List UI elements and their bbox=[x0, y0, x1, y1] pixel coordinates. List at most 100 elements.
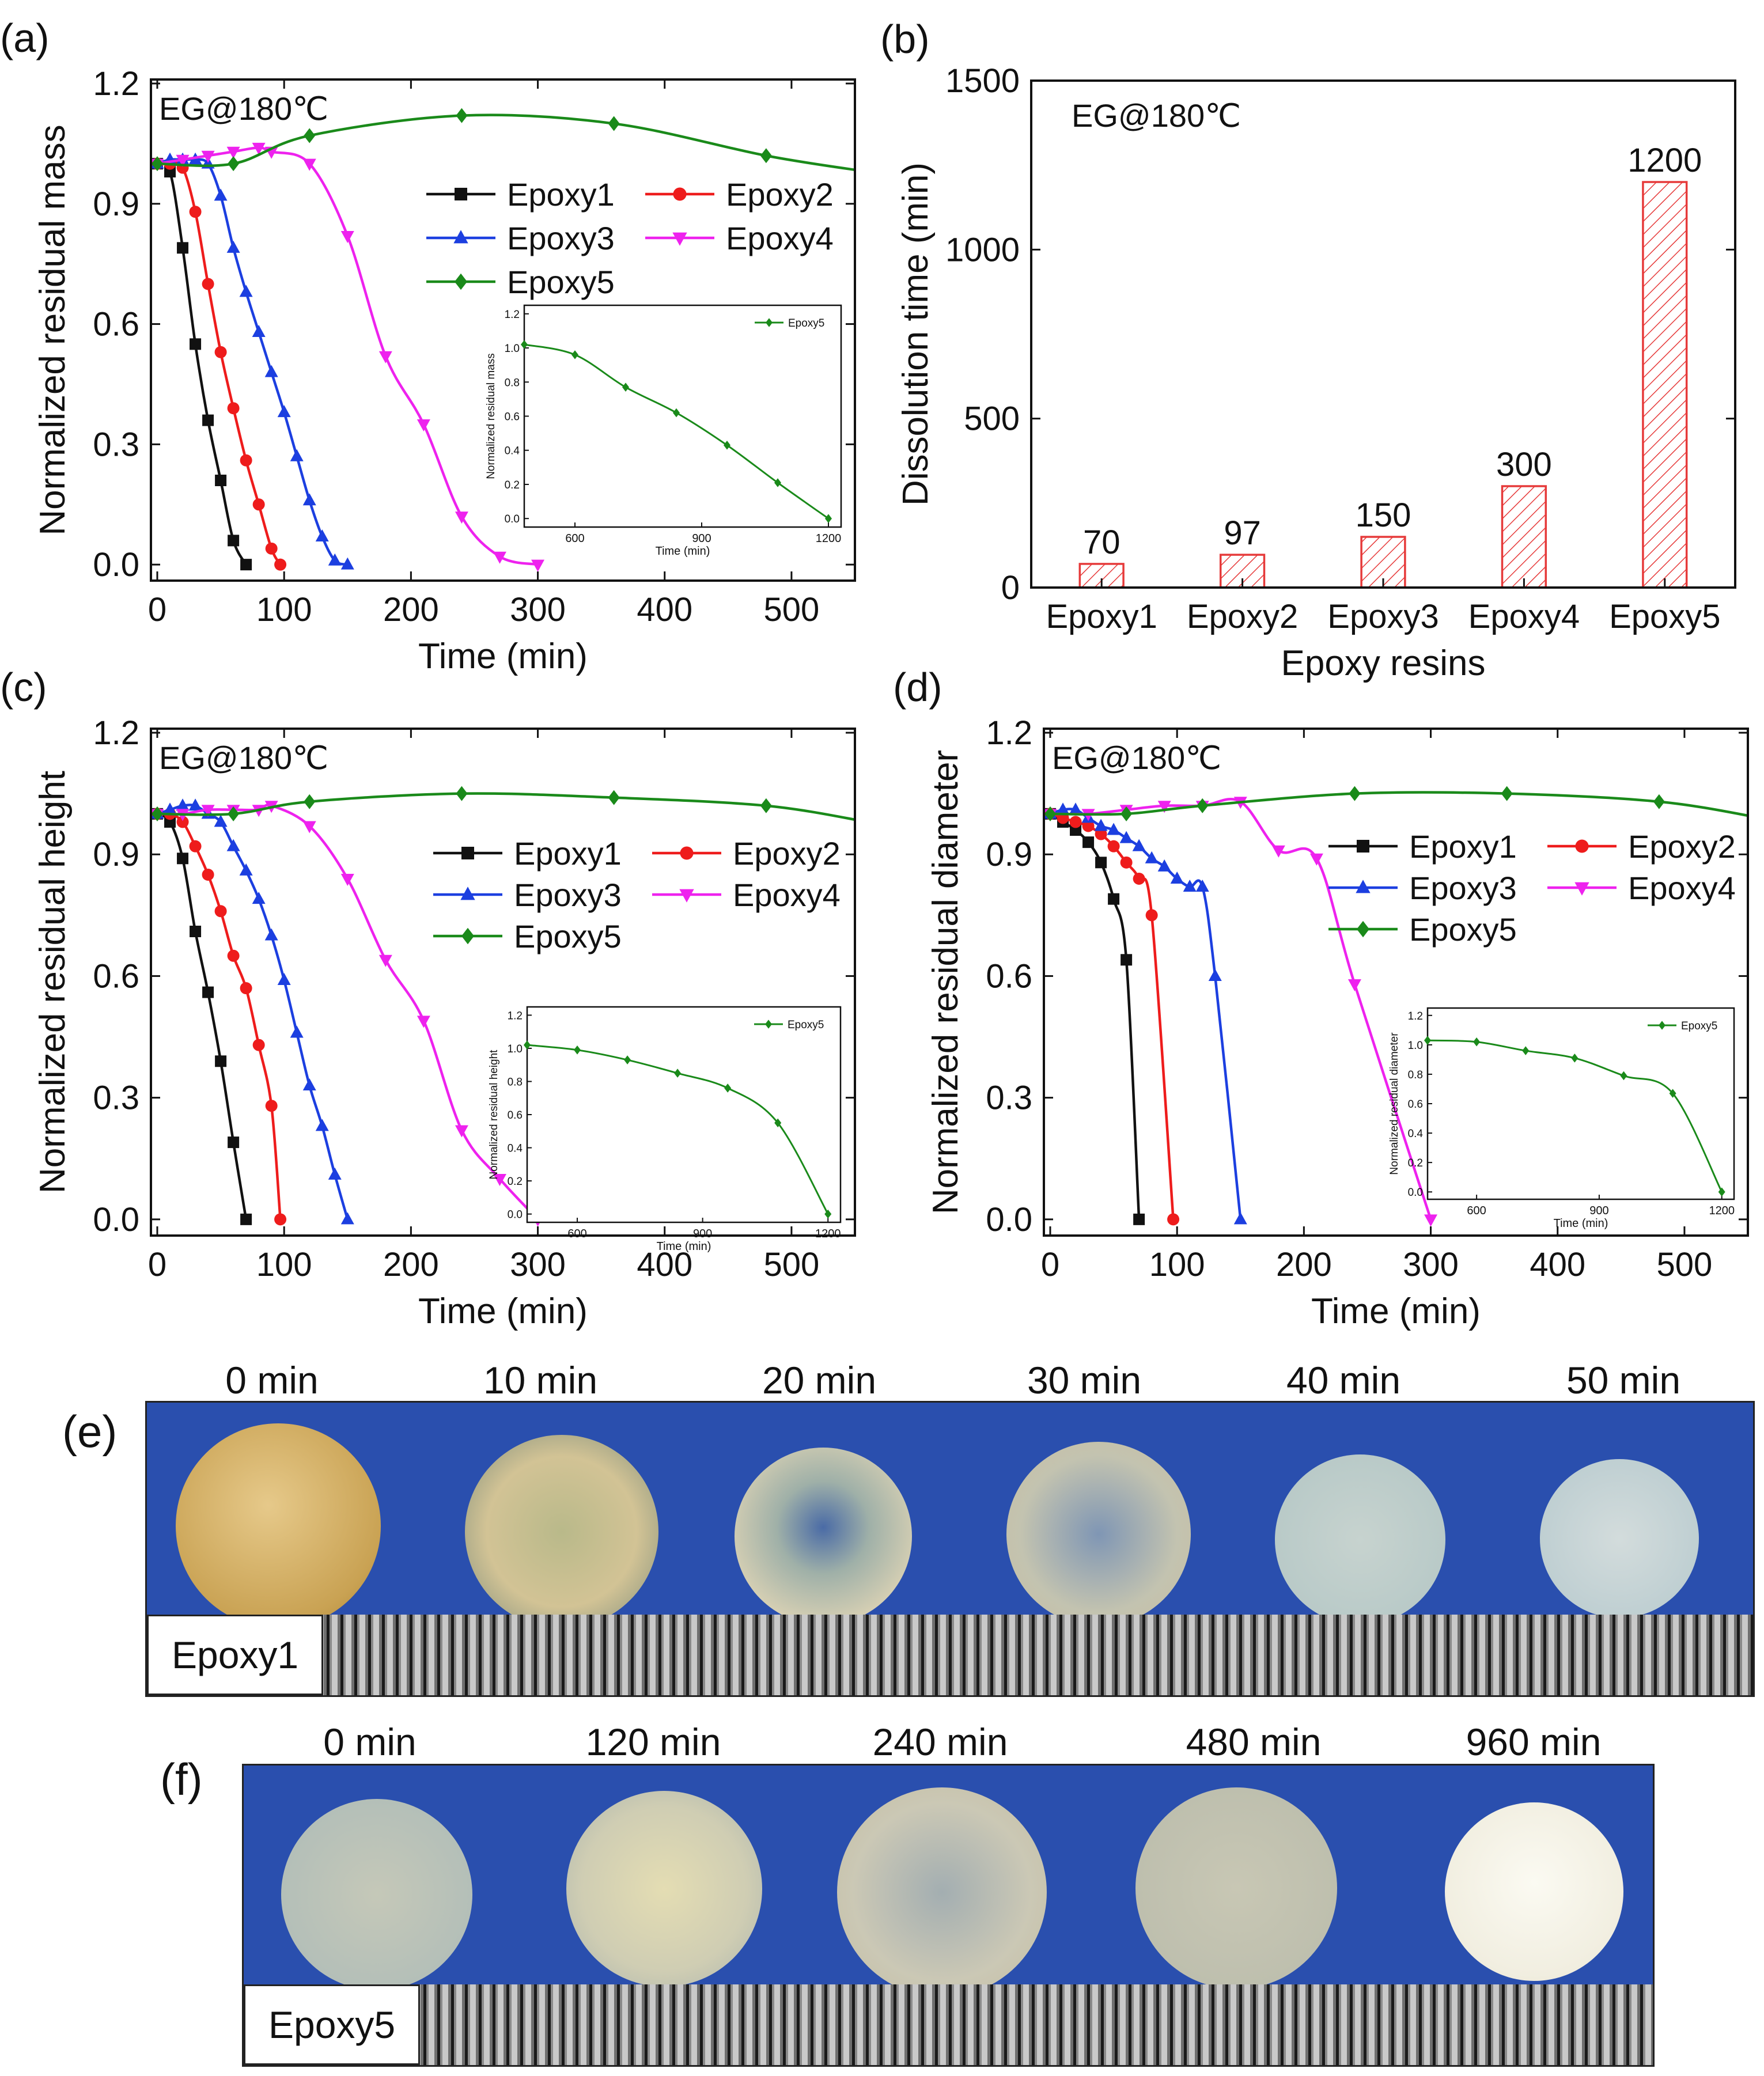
inset-y-tick-label-d-6: 1.2 bbox=[1408, 1010, 1423, 1022]
x-tick-label-a-0: 0 bbox=[148, 591, 166, 628]
x-tick-label-c-3: 300 bbox=[510, 1246, 566, 1283]
legend-label-c-epoxy3: Epoxy3 bbox=[514, 877, 622, 913]
y-tick-label-d-2: 0.6 bbox=[986, 957, 1032, 995]
time-label-e-5: 50 min bbox=[1566, 1359, 1681, 1401]
point-a-epoxy4-3 bbox=[226, 146, 240, 159]
inset-point-a-3 bbox=[673, 408, 680, 418]
x-tick-label-c-0: 0 bbox=[148, 1246, 166, 1283]
plot-frame-d bbox=[1043, 728, 1749, 1237]
point-a-epoxy2-8 bbox=[252, 498, 265, 511]
point-c-epoxy4-7 bbox=[340, 873, 354, 886]
point-a-epoxy2-4 bbox=[202, 278, 214, 290]
point-a-epoxy3-13 bbox=[315, 529, 329, 541]
inset-x-tick-label-c-0: 600 bbox=[567, 1228, 586, 1240]
series-line-c-epoxy4 bbox=[157, 804, 539, 1221]
legend-marker-a-epoxy5 bbox=[455, 273, 467, 290]
inset-y-tick-label-a-2: 0.4 bbox=[505, 445, 520, 457]
legend-marker-c-epoxy3 bbox=[460, 887, 475, 900]
legend-label-d-epoxy3: Epoxy3 bbox=[1409, 870, 1517, 906]
inset-x-tick-label-d-1: 900 bbox=[1589, 1204, 1608, 1217]
chart-c: (c) 0 100 200 300 400 500 0.0 0.3 0.6 0.9 1.2 Time (… bbox=[0, 665, 856, 1331]
point-d-epoxy3-2 bbox=[1069, 802, 1082, 815]
point-a-epoxy4-11 bbox=[493, 551, 506, 564]
point-d-epoxy2-8 bbox=[1145, 909, 1158, 922]
ruler-f bbox=[244, 1984, 1653, 2065]
point-d-epoxy3-7 bbox=[1132, 839, 1146, 851]
inset-frame-d bbox=[1426, 1007, 1735, 1200]
legend-marker-c-epoxy2 bbox=[680, 846, 694, 860]
x-tick-label-d-2: 200 bbox=[1276, 1246, 1332, 1283]
chart-b: (b) 0 500 1000 1500 70 Epoxy1 97 Epoxy2 150 Epoxy3… bbox=[880, 17, 1736, 683]
inset-y-tick-label-d-3: 0.6 bbox=[1408, 1098, 1423, 1111]
inset-point-c-6 bbox=[824, 1209, 832, 1219]
point-a-epoxy3-10 bbox=[277, 405, 291, 418]
inset-legend-marker-a bbox=[766, 318, 773, 327]
inset-y-tick-label-c-3: 0.6 bbox=[508, 1109, 523, 1122]
y-tick-label-d-4: 1.2 bbox=[986, 714, 1032, 752]
point-d-epoxy1-5 bbox=[1108, 893, 1120, 905]
point-c-epoxy2-10 bbox=[274, 1213, 287, 1226]
time-label-e-4: 40 min bbox=[1286, 1359, 1401, 1401]
y-axis-label-c: Normalized residual height bbox=[33, 771, 73, 1194]
y-tick-label-c-2: 0.6 bbox=[93, 957, 139, 995]
inset-y-tick-label-d-1: 0.2 bbox=[1408, 1157, 1423, 1169]
time-label-f-4: 960 min bbox=[1466, 1721, 1602, 1763]
point-a-epoxy4-10 bbox=[455, 512, 468, 524]
inset-x-tick-label-c-1: 900 bbox=[693, 1228, 712, 1240]
point-d-epoxy3-10 bbox=[1170, 871, 1184, 884]
point-a-epoxy3-7 bbox=[239, 285, 253, 297]
point-c-epoxy3-13 bbox=[315, 1119, 329, 1131]
series-line-c-epoxy2 bbox=[157, 812, 282, 1220]
point-a-epoxy5-4 bbox=[608, 116, 620, 131]
point-c-epoxy3-5 bbox=[214, 815, 228, 827]
y-tick-label-c-4: 1.2 bbox=[93, 714, 139, 752]
point-d-epoxy5-2 bbox=[1197, 798, 1209, 813]
point-c-epoxy3-11 bbox=[290, 1025, 304, 1038]
inset-point-d-5 bbox=[1669, 1089, 1676, 1098]
x-tick-label-b-4: Epoxy5 bbox=[1609, 598, 1720, 635]
point-a-epoxy1-3 bbox=[190, 338, 202, 350]
point-c-epoxy1-7 bbox=[240, 1213, 252, 1225]
y-tick-label-a-2: 0.6 bbox=[93, 306, 139, 343]
inset-point-a-5 bbox=[774, 478, 781, 487]
inset-y-tick-label-d-2: 0.4 bbox=[1408, 1128, 1424, 1140]
point-a-epoxy4-9 bbox=[417, 419, 430, 432]
annotation-d: EG@180℃ bbox=[1052, 740, 1221, 776]
inset-point-c-3 bbox=[674, 1069, 682, 1078]
point-c-epoxy5-2 bbox=[304, 794, 316, 809]
annotation-b: EG@180℃ bbox=[1072, 97, 1241, 134]
point-d-epoxy2-9 bbox=[1167, 1213, 1180, 1226]
point-a-epoxy3-12 bbox=[302, 493, 316, 506]
point-a-epoxy5-2 bbox=[304, 128, 316, 143]
inset-x-axis-label-c: Time (min) bbox=[657, 1240, 711, 1253]
y-tick-label-c-3: 0.9 bbox=[93, 836, 139, 873]
y-tick-label-b-3: 1500 bbox=[945, 62, 1020, 100]
point-a-epoxy4-1 bbox=[176, 154, 190, 167]
legend-marker-a-epoxy2 bbox=[673, 187, 687, 201]
point-a-epoxy1-2 bbox=[177, 242, 189, 254]
legend-marker-d-epoxy1 bbox=[1357, 840, 1369, 853]
x-tick-label-a-2: 200 bbox=[383, 591, 439, 628]
series-line-a-epoxy1 bbox=[156, 161, 248, 566]
sample-disk-f-2 bbox=[837, 1787, 1047, 1997]
point-a-epoxy2-3 bbox=[189, 206, 202, 218]
point-d-epoxy1-6 bbox=[1121, 954, 1133, 966]
sample-disk-e-2 bbox=[735, 1448, 912, 1625]
legend-label-d-epoxy4: Epoxy4 bbox=[1628, 870, 1736, 906]
legend-marker-d-epoxy3 bbox=[1356, 880, 1371, 893]
inset-y-axis-label-a: Normalized residual mass bbox=[485, 353, 497, 479]
inset-point-a-6 bbox=[825, 514, 832, 523]
y-tick-label-d-0: 0.0 bbox=[986, 1201, 1032, 1238]
y-axis-label-d: Normalized residual diameter bbox=[926, 750, 966, 1214]
time-label-f-2: 240 min bbox=[872, 1721, 1008, 1763]
point-c-epoxy2-3 bbox=[189, 840, 202, 853]
annotation-c: EG@180℃ bbox=[159, 740, 328, 776]
time-label-f-1: 120 min bbox=[585, 1721, 721, 1763]
figure-charts: (a) 0 100 200 300 400 500 0.0 0.3 0.6 0.9 1.2 Time (… bbox=[0, 16, 1749, 1331]
point-d-epoxy2-7 bbox=[1133, 872, 1145, 885]
point-d-epoxy2-5 bbox=[1107, 840, 1120, 853]
chart-d: (d) 0 100 200 300 400 500 0.0 0.3 0.6 0.9 1.2 Time (… bbox=[893, 665, 1749, 1331]
series-line-c-epoxy1 bbox=[156, 812, 248, 1220]
panel-label-f: (f) bbox=[160, 1754, 203, 1805]
y-tick-label-a-3: 0.9 bbox=[93, 185, 139, 223]
